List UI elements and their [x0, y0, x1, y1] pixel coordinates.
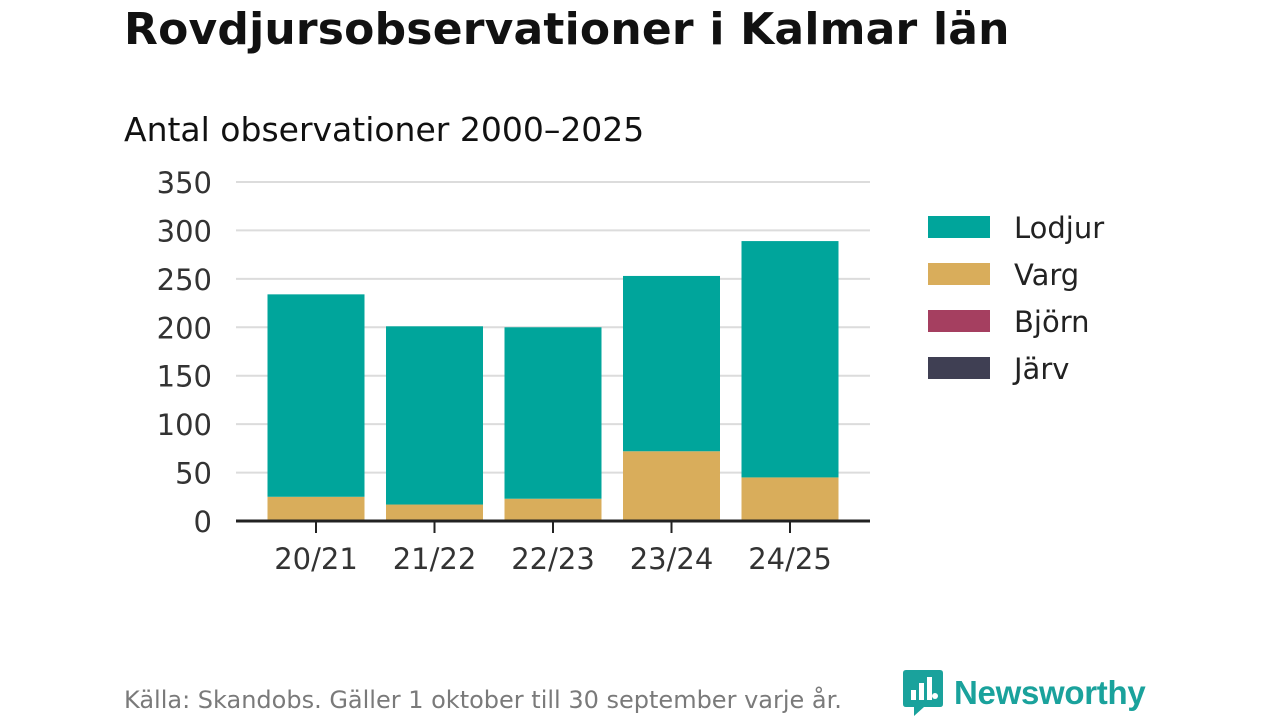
- legend-swatch-lodjur: [928, 216, 990, 238]
- bar-varg-23-24: [623, 451, 720, 521]
- newsworthy-brand: Newsworthy: [902, 668, 1146, 718]
- legend-swatch-järv: [928, 357, 990, 379]
- x-tick-label: 24/25: [748, 542, 832, 576]
- legend-swatch-varg: [928, 263, 990, 285]
- chart-title: Rovdjursobservationer i Kalmar län: [124, 4, 1010, 55]
- y-tick-label: 100: [157, 408, 212, 442]
- legend-label-lodjur: Lodjur: [1014, 211, 1104, 245]
- legend-swatch-björn: [928, 310, 990, 332]
- brand-name: Newsworthy: [954, 674, 1146, 711]
- legend-label-varg: Varg: [1014, 258, 1079, 292]
- legend-label-björn: Björn: [1014, 305, 1090, 339]
- bar-lodjur-24-25: [741, 241, 839, 478]
- y-tick-label: 50: [175, 457, 212, 491]
- chart-subtitle: Antal observationer 2000–2025: [124, 110, 645, 149]
- newsworthy-logo-icon: [903, 670, 943, 716]
- x-axis: 20/21 21/22 22/23 23/24 24/25: [236, 519, 870, 576]
- y-tick-label: 300: [157, 214, 212, 248]
- bar-lodjur-20-21: [267, 294, 365, 497]
- bar-lodjur-22-23: [504, 327, 602, 499]
- x-tick-label: 22/23: [511, 542, 595, 576]
- x-tick-label: 23/24: [630, 542, 714, 576]
- legend: Lodjur Varg Björn Järv: [928, 211, 1104, 386]
- bar-varg-20-21: [267, 496, 365, 521]
- y-tick-label: 350: [157, 166, 212, 200]
- y-tick-label: 200: [157, 311, 212, 345]
- bar-lodjur-23-24: [623, 275, 720, 452]
- y-tick-label: 250: [157, 263, 212, 297]
- stacked-bar-chart: 0 50 100 150 200 250 300 350 20/21 21/22 22/23 23/…: [157, 166, 1105, 576]
- bar-varg-24-25: [741, 477, 839, 521]
- y-axis-tick-labels: 0 50 100 150 200 250 300 350: [157, 166, 212, 539]
- y-tick-label: 150: [157, 360, 212, 394]
- bars: [267, 241, 839, 521]
- bar-varg-21-22: [386, 504, 483, 521]
- source-footnote: Källa: Skandobs. Gäller 1 oktober till 3…: [124, 686, 842, 714]
- legend-label-järv: Järv: [1012, 352, 1069, 386]
- bar-lodjur-21-22: [386, 326, 483, 505]
- x-tick-label: 21/22: [393, 542, 477, 576]
- x-tick-label: 20/21: [274, 542, 358, 576]
- y-tick-label: 0: [194, 505, 212, 539]
- bar-varg-22-23: [504, 498, 602, 521]
